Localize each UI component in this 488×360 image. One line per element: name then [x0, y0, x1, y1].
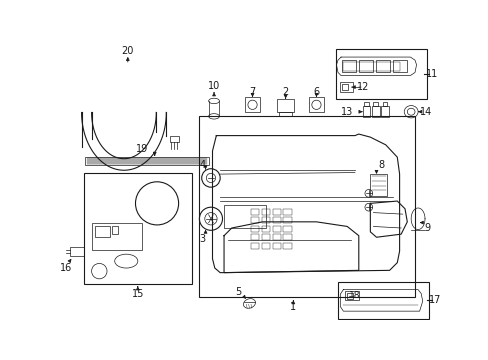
Bar [341, 60, 355, 72]
Bar [373, 103, 377, 106]
Text: 11: 11 [425, 69, 437, 79]
Bar [380, 106, 388, 117]
Bar [272, 234, 281, 240]
Bar [283, 226, 291, 232]
Bar [369, 174, 386, 195]
Bar [371, 106, 379, 117]
Bar [199, 116, 414, 297]
Bar [250, 226, 259, 232]
Text: 15: 15 [131, 289, 143, 299]
Text: 2: 2 [282, 87, 288, 97]
Bar [392, 60, 406, 72]
Bar [337, 282, 428, 319]
Bar [375, 60, 389, 72]
Bar [358, 60, 372, 72]
Bar [344, 291, 358, 300]
Text: 10: 10 [207, 81, 220, 91]
Text: 4: 4 [199, 160, 205, 170]
Bar [342, 62, 399, 71]
Text: 7: 7 [249, 87, 255, 97]
Bar [85, 157, 208, 165]
Bar [170, 136, 179, 142]
Text: 13: 13 [341, 107, 353, 117]
Text: 1: 1 [290, 302, 296, 312]
Text: 17: 17 [428, 295, 440, 305]
Bar [341, 84, 347, 90]
Bar [283, 209, 291, 215]
Bar [277, 99, 293, 112]
Bar [91, 222, 142, 249]
Text: 18: 18 [348, 291, 360, 300]
Bar [261, 217, 270, 223]
Bar [244, 97, 260, 112]
Bar [70, 247, 84, 256]
Bar [261, 243, 270, 249]
Text: 16: 16 [60, 263, 72, 273]
Text: 19: 19 [136, 144, 148, 154]
Bar [279, 112, 291, 116]
Bar [272, 226, 281, 232]
Bar [261, 234, 270, 240]
Bar [272, 243, 281, 249]
Text: 20: 20 [122, 46, 134, 56]
Bar [272, 217, 281, 223]
Bar [261, 226, 270, 232]
Bar [335, 49, 426, 99]
Text: 5: 5 [235, 287, 241, 297]
Text: 14: 14 [420, 107, 432, 117]
Text: 12: 12 [356, 82, 368, 92]
Bar [283, 243, 291, 249]
Bar [84, 172, 191, 284]
Bar [250, 243, 259, 249]
Bar [224, 205, 266, 228]
Bar [346, 293, 353, 299]
Bar [272, 209, 281, 215]
Text: 6: 6 [313, 87, 319, 97]
Bar [362, 106, 369, 117]
Bar [283, 234, 291, 240]
Bar [283, 217, 291, 223]
Bar [250, 209, 259, 215]
Bar [364, 103, 368, 106]
Bar [339, 82, 353, 93]
Text: 3: 3 [199, 234, 205, 244]
Bar [111, 226, 118, 234]
Bar [308, 97, 324, 112]
Bar [250, 234, 259, 240]
Bar [95, 226, 110, 237]
Text: 9: 9 [424, 223, 429, 233]
Bar [382, 103, 386, 106]
Bar [250, 217, 259, 223]
Bar [261, 209, 270, 215]
Text: 8: 8 [378, 160, 384, 170]
